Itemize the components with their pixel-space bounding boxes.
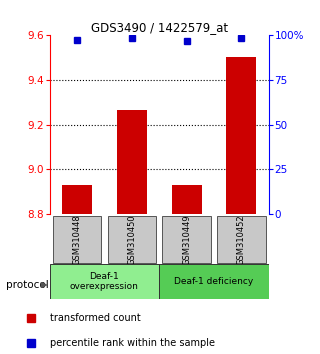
FancyBboxPatch shape	[50, 264, 159, 299]
Text: protocol: protocol	[6, 280, 49, 290]
FancyBboxPatch shape	[163, 216, 211, 263]
FancyBboxPatch shape	[53, 216, 101, 263]
Bar	[172, 185, 202, 214]
Text: Deaf-1 deficiency: Deaf-1 deficiency	[174, 277, 254, 286]
Text: Deaf-1
overexpression: Deaf-1 overexpression	[70, 272, 139, 291]
Text: transformed count: transformed count	[50, 313, 140, 323]
FancyBboxPatch shape	[217, 216, 266, 263]
Text: GSM310448: GSM310448	[73, 215, 82, 265]
Bar	[226, 57, 256, 214]
Bar	[62, 185, 92, 214]
Bar	[117, 110, 147, 214]
FancyBboxPatch shape	[108, 216, 156, 263]
Text: GSM310450: GSM310450	[127, 215, 136, 265]
FancyBboxPatch shape	[159, 264, 269, 299]
Text: GSM310452: GSM310452	[237, 215, 246, 265]
Text: percentile rank within the sample: percentile rank within the sample	[50, 338, 215, 348]
Text: GSM310449: GSM310449	[182, 215, 191, 265]
Title: GDS3490 / 1422579_at: GDS3490 / 1422579_at	[91, 21, 228, 34]
